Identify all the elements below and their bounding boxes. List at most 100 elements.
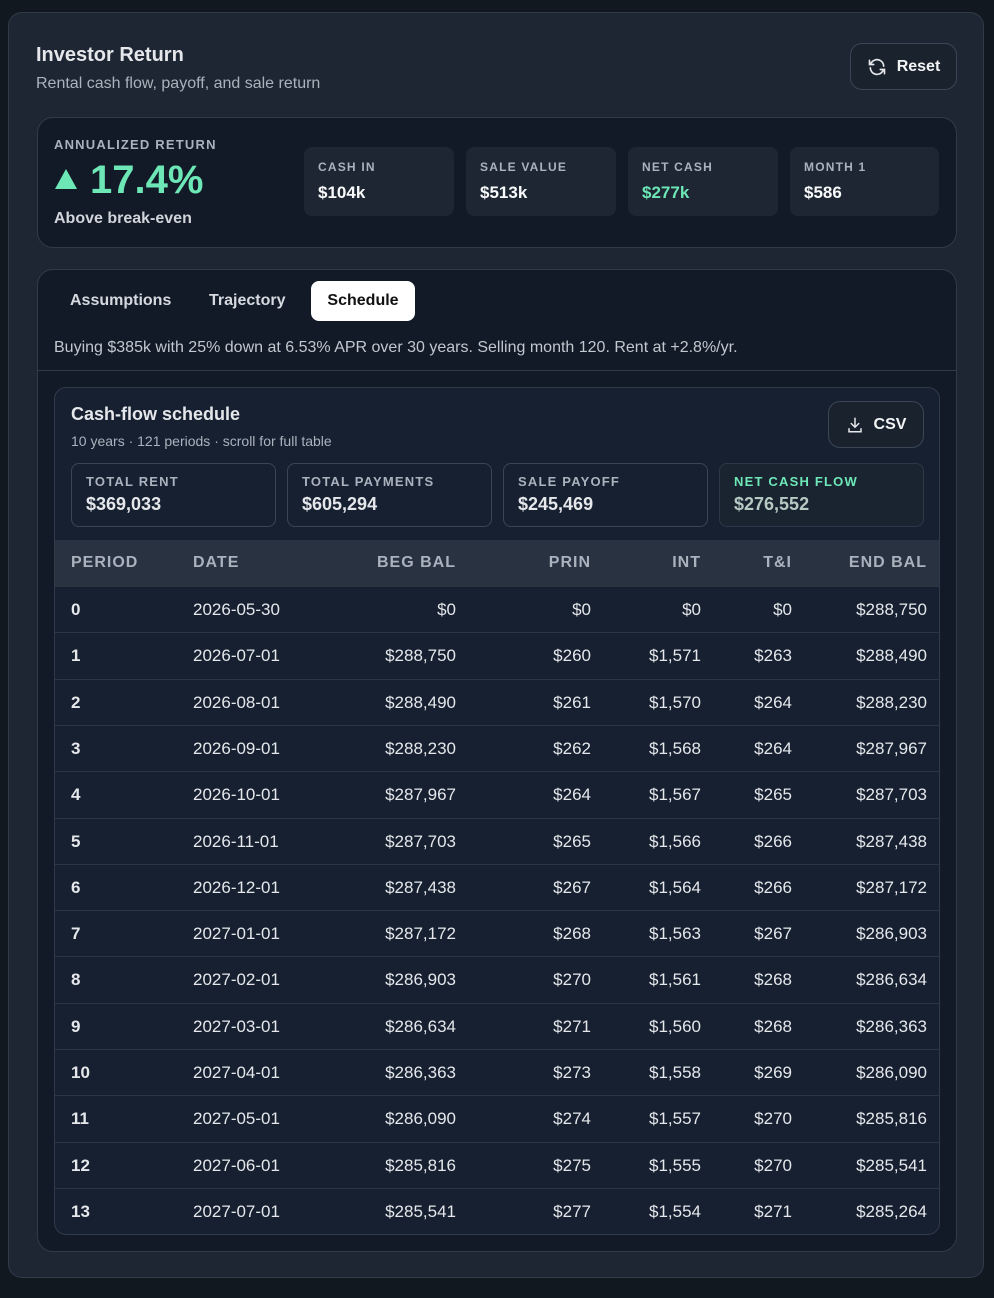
table-cell: $274 bbox=[553, 1109, 591, 1129]
table-cell: $287,703 bbox=[385, 831, 456, 851]
table-cell: $285,816 bbox=[385, 1155, 456, 1175]
csv-label: CSV bbox=[873, 415, 907, 433]
table-cell: $1,564 bbox=[649, 877, 701, 897]
table-cell: 2027-01-01 bbox=[193, 924, 280, 944]
table-cell: $1,555 bbox=[649, 1155, 701, 1175]
stat-box: CASH IN $104k bbox=[304, 147, 454, 216]
table-row: 9 2027-03-01 $286,634 $271 $1,560 $268 $286,36… bbox=[55, 1002, 939, 1050]
table-cell: $286,090 bbox=[856, 1063, 927, 1082]
total-value: $605,294 bbox=[302, 494, 378, 514]
table-cell: 2026-11-01 bbox=[193, 831, 279, 851]
tab[interactable]: Trajectory bbox=[209, 292, 286, 309]
table-cell: 4 bbox=[71, 785, 81, 805]
description: Buying $385k with 25% down at 6.53% APR … bbox=[54, 339, 738, 356]
table-cell: $287,438 bbox=[856, 831, 927, 851]
table-cell: $288,230 bbox=[856, 692, 927, 712]
app-subtitle: Rental cash flow, payoff, and sale retur… bbox=[36, 75, 321, 92]
table-cell: $286,903 bbox=[385, 970, 456, 990]
table-cell: $286,634 bbox=[385, 1016, 456, 1036]
table-row: 13 2027-07-01 $285,541 $277 $1,554 $271 $285,2… bbox=[55, 1187, 939, 1234]
total-box: NET CASH FLOW $276,552 bbox=[719, 463, 924, 527]
table-cell: $286,363 bbox=[385, 1063, 456, 1082]
table-cell: $287,703 bbox=[856, 785, 927, 805]
table-cell: $288,490 bbox=[856, 646, 927, 666]
table-cell: $266 bbox=[754, 877, 792, 897]
column-header: T&I bbox=[763, 554, 792, 571]
table-cell: 2027-05-01 bbox=[193, 1109, 280, 1129]
table-cell: $270 bbox=[553, 970, 591, 990]
table-cell: 2026-08-01 bbox=[193, 692, 280, 712]
table-cell: $263 bbox=[754, 646, 792, 666]
table-cell: $286,090 bbox=[385, 1109, 456, 1129]
table-cell: $268 bbox=[553, 924, 591, 944]
total-box: TOTAL RENT $369,033 bbox=[71, 463, 276, 527]
table-cell: $288,490 bbox=[385, 692, 456, 712]
table-cell: $0 bbox=[773, 600, 792, 619]
table-cell: 2027-06-01 bbox=[193, 1155, 280, 1175]
csv-button[interactable]: CSV bbox=[828, 401, 924, 448]
stat-value: $513k bbox=[480, 183, 528, 202]
stat-label: CASH IN bbox=[318, 160, 376, 174]
table-row: 10 2027-04-01 $286,363 $273 $1,558 $269 $286,0… bbox=[55, 1049, 939, 1096]
table-cell: 2026-05-30 bbox=[193, 600, 280, 619]
return-note: Above break-even bbox=[54, 210, 192, 227]
table-cell: $262 bbox=[553, 738, 591, 758]
reset-icon bbox=[868, 58, 886, 75]
table-cell: $261 bbox=[553, 692, 591, 712]
stat-value: $277k bbox=[642, 183, 690, 202]
app-card: Investor Return Rental cash flow, payoff… bbox=[8, 12, 984, 1278]
table-cell: $286,363 bbox=[856, 1016, 927, 1036]
table-cell: 2027-07-01 bbox=[193, 1201, 280, 1221]
table-cell: 2027-03-01 bbox=[193, 1016, 280, 1036]
total-label: NET CASH FLOW bbox=[734, 474, 858, 489]
stat-label: SALE VALUE bbox=[480, 160, 568, 174]
column-header: DATE bbox=[193, 554, 240, 571]
summary-card: ANNUALIZED RETURN 17.4% Above break-even… bbox=[37, 117, 957, 248]
stat-value: $586 bbox=[804, 183, 842, 202]
table-cell: $286,634 bbox=[856, 970, 927, 990]
stat-box: SALE VALUE $513k bbox=[466, 147, 616, 216]
stat-box: NET CASH $277k bbox=[628, 147, 778, 216]
table-row: 6 2026-12-01 $287,438 $267 $1,564 $266 $287,17… bbox=[55, 863, 939, 911]
table-cell: 13 bbox=[71, 1201, 90, 1221]
stat-box: MONTH 1 $586 bbox=[790, 147, 939, 216]
table-cell: $270 bbox=[754, 1109, 792, 1129]
table-row: 12 2027-06-01 $285,816 $275 $1,555 $270 $285,5… bbox=[55, 1141, 939, 1189]
tab[interactable]: Assumptions bbox=[70, 292, 172, 309]
table-cell: 2027-02-01 bbox=[193, 970, 280, 990]
table-cell: $287,172 bbox=[856, 877, 927, 897]
table-row: 7 2027-01-01 $287,172 $268 $1,563 $267 $286,90… bbox=[55, 910, 939, 957]
table-row: 1 2026-07-01 $288,750 $260 $1,571 $263 $288,49… bbox=[55, 632, 939, 679]
table-row: 3 2026-09-01 $288,230 $262 $1,568 $264 $287,96… bbox=[55, 724, 939, 772]
table-cell: $266 bbox=[754, 831, 792, 851]
table-cell: $269 bbox=[754, 1063, 792, 1082]
table-cell: $277 bbox=[553, 1201, 591, 1221]
table-cell: 8 bbox=[71, 970, 81, 990]
table-row: 0 2026-05-30 $0 $0 $0 $0 $288,750 bbox=[55, 586, 939, 633]
table-cell: 2026-10-01 bbox=[193, 785, 280, 805]
table-cell: $0 bbox=[437, 600, 456, 619]
up-icon bbox=[55, 169, 77, 189]
table-header: PERIOD DATE BEG BAL PRIN INT T&I END BAL bbox=[55, 540, 939, 586]
table-cell: 2027-04-01 bbox=[193, 1063, 280, 1082]
table-cell: $265 bbox=[553, 831, 591, 851]
table-cell: $1,560 bbox=[649, 1016, 701, 1036]
table-cell: 12 bbox=[71, 1155, 90, 1175]
total-value: $369,033 bbox=[86, 494, 162, 514]
table-cell: $286,903 bbox=[856, 924, 927, 944]
total-label: SALE PAYOFF bbox=[518, 474, 621, 489]
table-cell: $1,567 bbox=[649, 785, 701, 805]
reset-button[interactable]: Reset bbox=[850, 43, 957, 90]
table-cell: $264 bbox=[754, 692, 792, 712]
tab-active[interactable]: Schedule bbox=[311, 281, 415, 321]
app-title: Investor Return bbox=[36, 44, 184, 66]
table-cell: $288,750 bbox=[856, 600, 927, 619]
table-cell: $287,172 bbox=[385, 924, 456, 944]
table-cell: 2026-12-01 bbox=[193, 877, 280, 897]
table-row: 4 2026-10-01 $287,967 $264 $1,567 $265 $287,70… bbox=[55, 771, 939, 818]
total-label: TOTAL RENT bbox=[86, 474, 179, 489]
table-cell: $270 bbox=[754, 1155, 792, 1175]
stat-value: $104k bbox=[318, 183, 366, 202]
divider bbox=[38, 370, 956, 371]
